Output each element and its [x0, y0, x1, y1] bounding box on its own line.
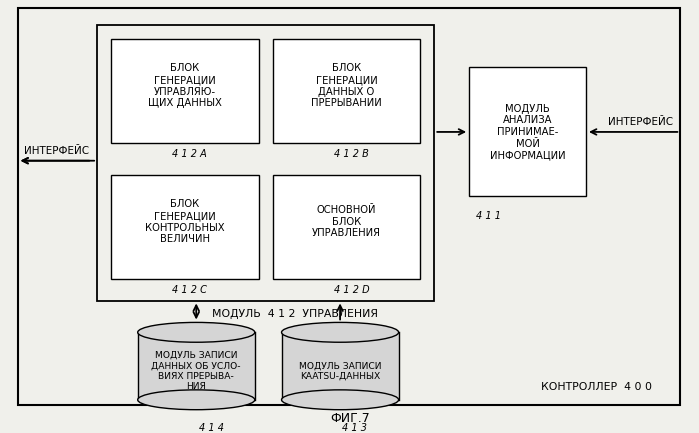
Text: МОДУЛЬ
АНАЛИЗА
ПРИНИМАЕ-
МОЙ
ИНФОРМАЦИИ: МОДУЛЬ АНАЛИЗА ПРИНИМАЕ- МОЙ ИНФОРМАЦИИ [490, 104, 565, 160]
Text: 4 1 4: 4 1 4 [199, 423, 224, 433]
Text: БЛОК
ГЕНЕРАЦИИ
УПРАВЛЯЮ-
ЩИХ ДАННЫХ: БЛОК ГЕНЕРАЦИИ УПРАВЛЯЮ- ЩИХ ДАННЫХ [148, 63, 222, 108]
Bar [138, 332, 254, 400]
Bar [273, 39, 420, 143]
Text: ОСНОВНОЙ
БЛОК
УПРАВЛЕНИЯ: ОСНОВНОЙ БЛОК УПРАВЛЕНИЯ [312, 205, 381, 238]
Bar [282, 332, 398, 400]
Bar [469, 68, 586, 197]
Text: 4 1 3: 4 1 3 [343, 423, 368, 433]
Bar [111, 39, 259, 143]
Bar [273, 174, 420, 279]
Text: 4 1 2 C: 4 1 2 C [173, 284, 207, 295]
Text: КОНТРОЛЛЕР  4 0 0: КОНТРОЛЛЕР 4 0 0 [540, 382, 651, 392]
Text: МОДУЛЬ ЗАПИСИ
ДАННЫХ ОБ УСЛО-
ВИЯХ ПРЕРЫВА-
НИЯ: МОДУЛЬ ЗАПИСИ ДАННЫХ ОБ УСЛО- ВИЯХ ПРЕРЫ… [152, 351, 241, 391]
Text: ИНТЕРФЕЙС: ИНТЕРФЕЙС [24, 146, 89, 156]
Ellipse shape [138, 390, 254, 410]
Bar [282, 332, 398, 400]
Text: МОДУЛЬ ЗАПИСИ
KAATSU-ДАННЫХ: МОДУЛЬ ЗАПИСИ KAATSU-ДАННЫХ [299, 361, 382, 381]
Bar [111, 174, 259, 279]
Ellipse shape [138, 323, 254, 342]
Text: БЛОК
ГЕНЕРАЦИИ
ДАННЫХ О
ПРЕРЫВАНИИ: БЛОК ГЕНЕРАЦИИ ДАННЫХ О ПРЕРЫВАНИИ [311, 63, 382, 108]
Text: МОДУЛЬ  4 1 2  УПРАВЛЕНИЯ: МОДУЛЬ 4 1 2 УПРАВЛЕНИЯ [212, 310, 378, 320]
Text: 4 1 1: 4 1 1 [477, 211, 501, 221]
Text: БЛОК
ГЕНЕРАЦИИ
КОНТРОЛЬНЫХ
ВЕЛИЧИН: БЛОК ГЕНЕРАЦИИ КОНТРОЛЬНЫХ ВЕЛИЧИН [145, 199, 224, 244]
Text: ФИГ.7: ФИГ.7 [330, 412, 370, 425]
Ellipse shape [282, 323, 398, 342]
Bar [138, 332, 254, 400]
Text: 4 1 2 A: 4 1 2 A [173, 149, 207, 159]
Ellipse shape [282, 390, 398, 410]
Text: ИНТЕРФЕЙС: ИНТЕРФЕЙС [608, 117, 673, 127]
Text: 4 1 2 B: 4 1 2 B [334, 149, 369, 159]
Text: 4 1 2 D: 4 1 2 D [333, 284, 369, 295]
Bar [97, 25, 434, 301]
